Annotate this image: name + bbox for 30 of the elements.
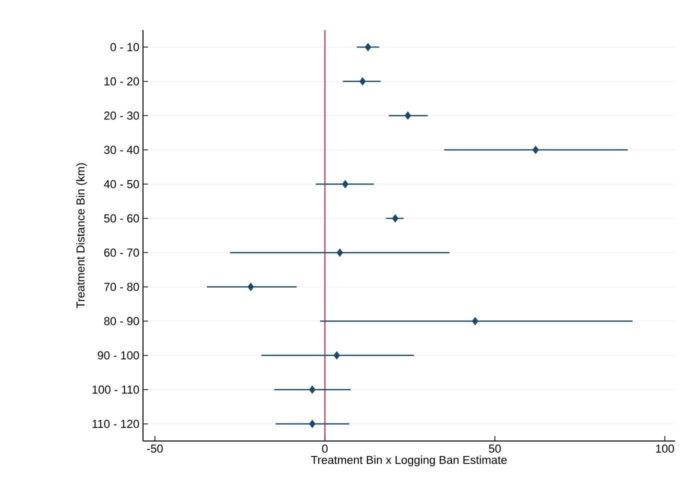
y-tick-label: 30 - 40 [104,146,140,154]
point [309,385,316,394]
x-axis-title: Treatment Bin x Logging Ban Estimate [311,456,507,466]
point [248,282,254,292]
point [404,111,412,120]
y-tick-label: 10 - 20 [104,77,140,86]
point [309,420,316,428]
y-tick-label: 0 - 10 [110,43,140,52]
y-tick-label: 90 - 100 [98,351,139,360]
point [334,351,340,360]
point [532,146,539,154]
y-tick-label: 110 - 120 [92,420,139,428]
point [336,248,344,257]
y-tick-label: 100 - 110 [92,386,140,394]
y-tick-label: 60 - 70 [104,248,140,257]
point [392,214,398,223]
y-tick-label: 40 - 50 [104,180,140,188]
x-tick-label: 0 [322,444,328,453]
x-tick-label: 50 [488,444,501,453]
y-tick-label: 50 - 60 [104,214,140,222]
y-tick-label: 20 - 30 [104,112,140,120]
y-tick-label: 70 - 80 [104,282,140,291]
point [342,180,348,188]
x-tick-label: -50 [147,444,163,453]
point [364,42,372,52]
point [472,316,478,326]
y-axis-title: Treatment Distance Bin (km) [76,163,87,308]
point [359,77,366,86]
y-tick-label: 80 - 90 [104,317,140,326]
x-tick-label: 100 [656,444,674,453]
